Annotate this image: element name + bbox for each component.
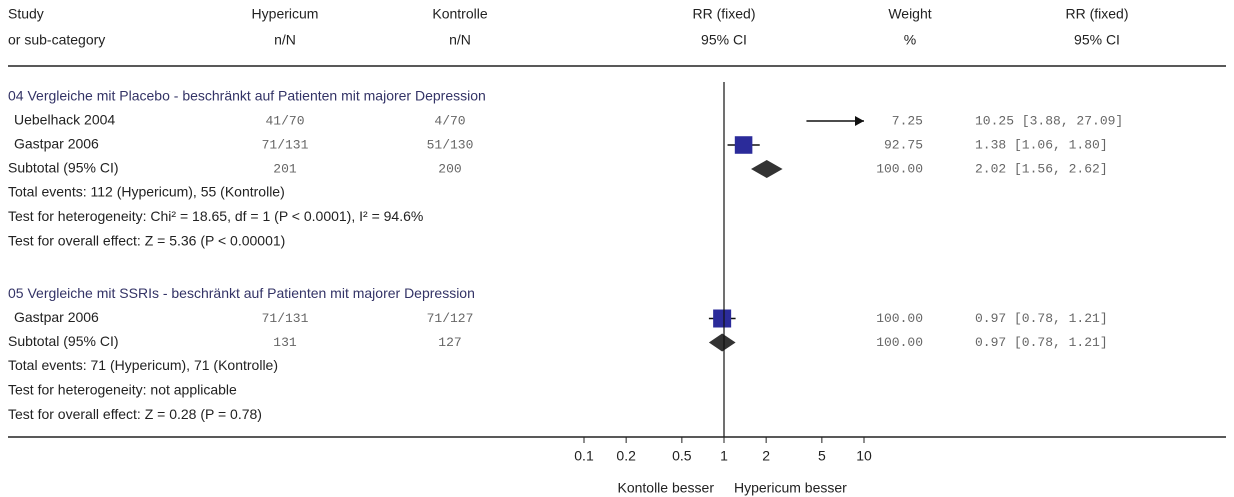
group-title: 05 Vergleiche mit SSRIs - beschränkt auf… <box>8 285 475 301</box>
column-header: Study <box>8 6 44 22</box>
ci-label: 0.97 [0.78, 1.21] <box>975 311 1108 326</box>
control-events: 4/70 <box>434 113 465 128</box>
group-title: 04 Vergleiche mit Placebo - beschränkt a… <box>8 88 486 104</box>
column-header: Hypericum <box>252 6 319 22</box>
row-label: Subtotal (95% CI) <box>8 160 119 176</box>
subtotal-diamond <box>751 160 783 178</box>
column-header: 95% CI <box>701 32 747 48</box>
subtotal-diamond <box>708 333 736 352</box>
weight: 100.00 <box>876 161 923 176</box>
study-square <box>713 309 732 328</box>
treatment-events: 71/131 <box>262 137 309 152</box>
x-tick-label: 1 <box>720 448 728 464</box>
treatment-events: 131 <box>273 335 297 350</box>
column-header: Kontrolle <box>432 6 487 22</box>
group-note: Test for heterogeneity: not applicable <box>8 382 237 398</box>
column-header: n/N <box>449 32 471 48</box>
column-header: n/N <box>274 32 296 48</box>
column-header: % <box>904 32 916 48</box>
row-label: Subtotal (95% CI) <box>8 333 119 349</box>
x-tick-label: 0.5 <box>672 448 692 464</box>
treatment-events: 41/70 <box>265 113 304 128</box>
study-square <box>734 136 753 154</box>
treatment-events: 201 <box>273 161 297 176</box>
x-tick-label: 2 <box>762 448 770 464</box>
ci-label: 10.25 [3.88, 27.09] <box>975 113 1123 128</box>
column-header: Weight <box>888 6 931 22</box>
weight: 100.00 <box>876 311 923 326</box>
x-tick-label: 0.1 <box>574 448 594 464</box>
x-tick-label: 5 <box>818 448 826 464</box>
group-note: Test for heterogeneity: Chi² = 18.65, df… <box>8 208 423 224</box>
favours-left: Kontolle besser <box>617 480 714 496</box>
column-header: RR (fixed) <box>692 6 755 22</box>
control-events: 200 <box>438 161 461 176</box>
group-note: Test for overall effect: Z = 0.28 (P = 0… <box>8 406 262 422</box>
group-note: Total events: 71 (Hypericum), 71 (Kontro… <box>8 357 278 373</box>
ci-arrow <box>855 116 864 126</box>
x-tick-label: 0.2 <box>616 448 636 464</box>
favours-right: Hypericum besser <box>734 480 847 496</box>
ci-label: 0.97 [0.78, 1.21] <box>975 335 1108 350</box>
weight: 92.75 <box>884 137 923 152</box>
column-header: or sub-category <box>8 32 105 48</box>
control-events: 71/127 <box>427 311 474 326</box>
ci-label: 1.38 [1.06, 1.80] <box>975 137 1108 152</box>
group-note: Total events: 112 (Hypericum), 55 (Kontr… <box>8 184 285 200</box>
row-label: Uebelhack 2004 <box>14 112 115 128</box>
column-header: RR (fixed) <box>1065 6 1128 22</box>
control-events: 51/130 <box>427 137 474 152</box>
treatment-events: 71/131 <box>262 311 309 326</box>
row-label: Gastpar 2006 <box>14 309 99 325</box>
weight: 7.25 <box>892 113 923 128</box>
x-tick-label: 10 <box>856 448 872 464</box>
control-events: 127 <box>438 335 461 350</box>
weight: 100.00 <box>876 335 923 350</box>
ci-label: 2.02 [1.56, 2.62] <box>975 161 1108 176</box>
column-header: 95% CI <box>1074 32 1120 48</box>
row-label: Gastpar 2006 <box>14 136 99 152</box>
group-note: Test for overall effect: Z = 5.36 (P < 0… <box>8 233 285 249</box>
